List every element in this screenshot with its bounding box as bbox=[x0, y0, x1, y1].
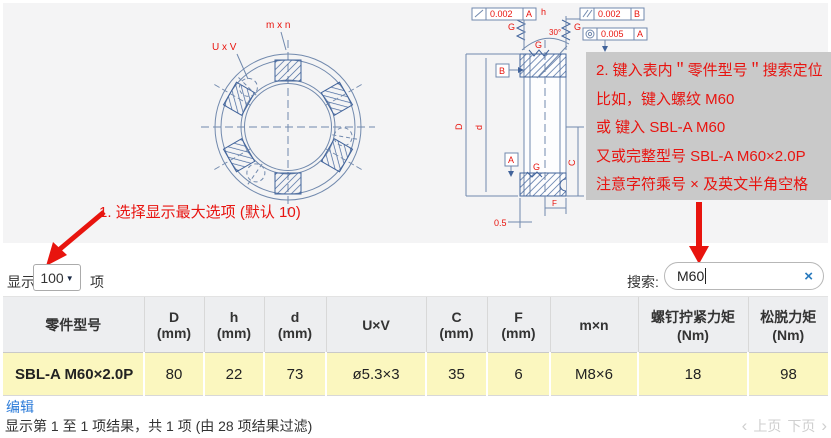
cell-UxV: ø5.3×3 bbox=[325, 352, 426, 396]
next-chevron-icon[interactable]: › bbox=[821, 416, 827, 435]
pagination: ‹ 上页 下页 › bbox=[742, 416, 827, 436]
cell-C: 35 bbox=[425, 352, 487, 396]
annotation-step2-line2: 比如，键入螺纹 M60 bbox=[596, 90, 735, 108]
cell-part-no: SBL-A M60×2.0P bbox=[3, 352, 144, 396]
next-page-button[interactable]: 下页 bbox=[787, 418, 816, 434]
col-header-D[interactable]: D (mm) bbox=[143, 296, 204, 353]
annotation-step2-line5: 注意字符乘号 × 及英文半角空格 bbox=[596, 176, 809, 193]
cell-tighten-torque: 18 bbox=[637, 352, 748, 396]
show-label: 显示 bbox=[7, 274, 35, 290]
col-header-part-no[interactable]: 零件型号 bbox=[3, 296, 144, 353]
result-info: 显示第 1 至 1 项结果，共 1 项 (由 28 项结果过滤) bbox=[5, 418, 313, 434]
page-size-select[interactable]: 100 ▼ bbox=[33, 264, 81, 291]
cell-D: 80 bbox=[143, 352, 204, 396]
parts-table: 零件型号 D (mm) h (mm) d (mm) U×V C (mm) F (mm) m… bbox=[3, 296, 828, 396]
annotation-step2-box: 2. 键入表内＂零件型号＂搜索定位 比如，键入螺纹 M60 或 键入 SBL-A… bbox=[586, 52, 831, 200]
cell-mxn: M8×6 bbox=[549, 352, 638, 396]
col-header-C[interactable]: C (mm) bbox=[425, 296, 487, 353]
annotation-step2-line1: 2. 键入表内＂零件型号＂搜索定位 bbox=[596, 62, 823, 79]
text-caret bbox=[705, 268, 707, 284]
search-value: M60 bbox=[677, 268, 705, 284]
annotation-step2-line3: 或 键入 SBL-A M60 bbox=[596, 119, 726, 136]
col-header-loosen-torque[interactable]: 松脱力矩 (Nm) bbox=[747, 296, 828, 353]
dropdown-caret-icon: ▼ bbox=[65, 273, 74, 283]
prev-chevron-icon[interactable]: ‹ bbox=[741, 416, 748, 435]
cell-F: 6 bbox=[486, 352, 550, 396]
col-header-mxn[interactable]: m×n bbox=[549, 296, 638, 353]
clear-search-icon[interactable]: × bbox=[804, 267, 813, 285]
table-header-row: 零件型号 D (mm) h (mm) d (mm) U×V C (mm) F (mm) m… bbox=[3, 296, 828, 353]
prev-page-button[interactable]: 上页 bbox=[753, 418, 782, 434]
show-suffix-label: 项 bbox=[90, 274, 104, 290]
search-input[interactable]: M60 × bbox=[664, 262, 824, 290]
page-size-value: 100 bbox=[40, 269, 64, 286]
col-header-UxV[interactable]: U×V bbox=[325, 296, 426, 353]
table-row[interactable]: SBL-A M60×2.0P 80 22 73 ø5.3×3 35 6 M8×6… bbox=[3, 352, 828, 396]
annotation-step1: 1. 选择显示最大选项 (默认 10) bbox=[99, 204, 301, 221]
edit-link[interactable]: 编辑 bbox=[6, 399, 34, 415]
search-label: 搜索: bbox=[627, 274, 659, 290]
col-header-F[interactable]: F (mm) bbox=[486, 296, 550, 353]
col-header-tighten-torque[interactable]: 螺钉拧紧力矩 (Nm) bbox=[637, 296, 748, 353]
cell-loosen-torque: 98 bbox=[747, 352, 828, 396]
cell-d: 73 bbox=[263, 352, 326, 396]
col-header-d[interactable]: d (mm) bbox=[263, 296, 326, 353]
cell-h: 22 bbox=[203, 352, 264, 396]
annotation-step2-line4: 又或完整型号 SBL-A M60×2.0P bbox=[596, 147, 806, 165]
col-header-h[interactable]: h (mm) bbox=[203, 296, 264, 353]
